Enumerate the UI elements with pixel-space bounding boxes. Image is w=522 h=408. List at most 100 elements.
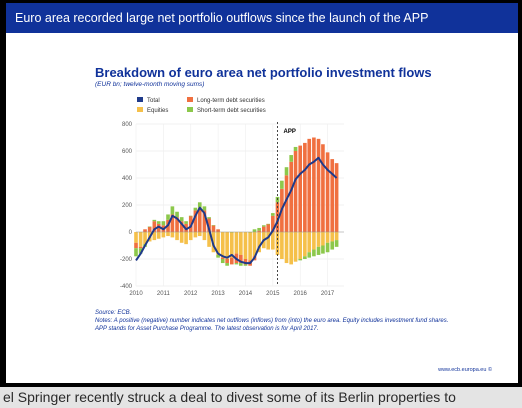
- bar-long-term-debt-securities: [312, 137, 316, 232]
- bar-equities: [170, 232, 175, 238]
- bar-long-term-debt-securities: [225, 259, 229, 264]
- legend-item-short-term-debt: Short-term debt securities: [187, 107, 266, 115]
- bar-short-term-debt-securities: [334, 240, 339, 247]
- bar-long-term-debt-securities: [289, 161, 293, 232]
- x-tick-label: 2015: [266, 291, 280, 297]
- bar-equities: [289, 232, 293, 265]
- bar-equities: [280, 232, 284, 259]
- bar-long-term-debt-securities: [220, 257, 225, 259]
- y-tick-label: 200: [122, 203, 133, 209]
- bar-equities: [303, 232, 307, 257]
- bar-long-term-debt-securities: [229, 257, 234, 265]
- bar-long-term-debt-securities: [207, 218, 211, 232]
- bar-short-term-debt-securities: [188, 215, 193, 217]
- bar-equities: [298, 232, 303, 259]
- chart-notes: Source: ECB. Notes: A positive (negative…: [95, 309, 455, 333]
- bar-short-term-debt-securities: [234, 263, 239, 265]
- bar-equities: [197, 232, 202, 237]
- slide-panel: Euro area recorded large net portfolio o…: [6, 3, 518, 383]
- bar-long-term-debt-securities: [143, 229, 147, 232]
- bar-long-term-debt-securities: [271, 215, 275, 232]
- footer-url[interactable]: www.ecb.europa.eu ©: [438, 367, 492, 373]
- bar-short-term-debt-securities: [220, 259, 225, 264]
- bar-short-term-debt-securities: [293, 146, 298, 151]
- bar-equities: [193, 232, 198, 238]
- bar-short-term-debt-securities: [330, 241, 335, 250]
- y-tick-label: 600: [122, 149, 133, 155]
- ticker-marker: [0, 2, 4, 19]
- y-tick-label: 800: [122, 122, 133, 128]
- legend-swatch-total: [137, 97, 143, 102]
- x-tick-label: 2010: [129, 291, 143, 297]
- bar-short-term-debt-securities: [225, 263, 229, 266]
- bar-long-term-debt-securities: [303, 142, 307, 232]
- bar-long-term-debt-securities: [193, 210, 198, 232]
- legend-item-equities: Equities: [137, 107, 169, 115]
- bar-equities: [143, 232, 147, 245]
- chart-source: Source: ECB.: [95, 310, 132, 316]
- bar-long-term-debt-securities: [179, 221, 184, 232]
- legend-label-equities: Equities: [147, 108, 169, 115]
- legend-label-total: Total: [147, 98, 160, 105]
- bar-long-term-debt-securities: [152, 221, 157, 232]
- bar-long-term-debt-securities: [261, 226, 266, 232]
- y-tick-label: 400: [122, 176, 133, 182]
- bar-equities: [179, 232, 184, 243]
- bar-equities: [239, 232, 243, 255]
- bar-equities: [225, 232, 229, 259]
- bar-short-term-debt-securities: [239, 263, 243, 266]
- legend-label-long-term-debt: Long-term debt securities: [197, 98, 265, 105]
- news-ticker: el Springer recently struck a deal to di…: [0, 387, 522, 408]
- bar-short-term-debt-securities: [156, 221, 161, 224]
- bar-equities: [220, 232, 225, 258]
- bar-long-term-debt-securities: [188, 215, 193, 232]
- legend-swatch-equities: [137, 107, 143, 112]
- bar-short-term-debt-securities: [243, 264, 248, 266]
- bar-short-term-debt-securities: [261, 225, 266, 227]
- bar-equities: [188, 232, 193, 241]
- bar-equities: [216, 232, 220, 255]
- bar-long-term-debt-securities: [197, 207, 202, 232]
- bar-short-term-debt-securities: [138, 248, 143, 254]
- bar-short-term-debt-securities: [211, 225, 216, 226]
- y-tick-label: -200: [120, 257, 133, 263]
- chart-subtitle: (EUR bn; twelve-month moving sums): [95, 81, 205, 88]
- bar-long-term-debt-securities: [298, 145, 303, 232]
- bar-equities: [307, 232, 312, 253]
- bar-equities: [330, 232, 335, 242]
- bar-equities: [316, 232, 321, 247]
- bar-equities: [293, 232, 298, 262]
- bar-long-term-debt-securities: [138, 246, 143, 249]
- bar-long-term-debt-securities: [325, 152, 330, 232]
- legend-item-long-term-debt: Long-term debt securities: [187, 97, 265, 105]
- bar-long-term-debt-securities: [175, 217, 179, 232]
- bar-short-term-debt-securities: [147, 226, 152, 228]
- bar-equities: [161, 232, 166, 238]
- bar-long-term-debt-securities: [216, 229, 220, 232]
- bar-equities: [202, 232, 207, 241]
- bar-long-term-debt-securities: [134, 242, 138, 249]
- bar-short-term-debt-securities: [284, 167, 289, 176]
- bar-equities: [252, 232, 257, 257]
- bar-short-term-debt-securities: [307, 252, 312, 258]
- x-tick-label: 2017: [321, 291, 335, 297]
- bar-equities: [138, 232, 143, 247]
- bar-long-term-debt-securities: [293, 151, 298, 232]
- bar-equities: [248, 232, 252, 261]
- slide-header: Euro area recorded large net portfolio o…: [6, 3, 518, 33]
- bar-long-term-debt-securities: [275, 202, 280, 232]
- x-tick-label: 2012: [184, 291, 198, 297]
- bar-equities: [234, 232, 239, 254]
- bar-equities: [229, 232, 234, 258]
- bar-short-term-debt-securities: [134, 248, 138, 257]
- bar-short-term-debt-securities: [316, 246, 321, 255]
- bar-long-term-debt-securities: [156, 223, 161, 232]
- bar-short-term-debt-securities: [280, 180, 284, 189]
- x-tick-label: 2014: [239, 291, 253, 297]
- bar-short-term-debt-securities: [257, 227, 261, 231]
- legend-swatch-short-term-debt: [187, 107, 193, 112]
- chart-title: Breakdown of euro area net portfolio inv…: [95, 65, 432, 80]
- bar-equities: [243, 232, 248, 259]
- bar-long-term-debt-securities: [266, 223, 271, 232]
- bar-equities: [321, 232, 325, 246]
